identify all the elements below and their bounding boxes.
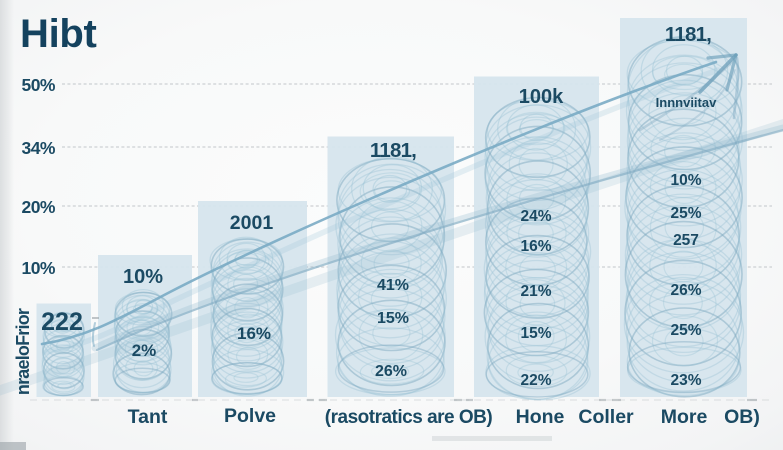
svg-text:100k: 100k xyxy=(519,86,564,108)
svg-text:26%: 26% xyxy=(375,363,407,380)
svg-text:15%: 15% xyxy=(520,325,551,342)
svg-text:10%: 10% xyxy=(21,258,55,278)
svg-text:nraeloFrior: nraeloFrior xyxy=(13,308,33,395)
svg-text:41%: 41% xyxy=(377,277,409,294)
svg-text:23%: 23% xyxy=(670,372,701,389)
svg-text:16%: 16% xyxy=(237,324,271,343)
svg-text:21%: 21% xyxy=(520,283,551,300)
svg-text:2001: 2001 xyxy=(230,212,274,234)
svg-text:2%: 2% xyxy=(132,341,157,360)
svg-text:(rasotratics are OB): (rasotratics are OB) xyxy=(325,407,493,428)
svg-text:Polve: Polve xyxy=(224,405,276,427)
svg-text:25%: 25% xyxy=(670,322,701,339)
svg-text:Coller: Coller xyxy=(578,406,634,428)
svg-text:OB): OB) xyxy=(724,406,760,428)
svg-text:Tant: Tant xyxy=(128,406,168,428)
svg-text:50%: 50% xyxy=(21,75,55,95)
svg-text:24%: 24% xyxy=(520,208,551,225)
svg-text:10%: 10% xyxy=(123,266,163,288)
svg-text:15%: 15% xyxy=(377,310,409,327)
svg-text:Innnviitav: Innnviitav xyxy=(656,95,717,110)
svg-text:26%: 26% xyxy=(670,282,701,299)
svg-text:16%: 16% xyxy=(520,238,551,255)
svg-text:1181,: 1181, xyxy=(665,23,711,46)
svg-text:20%: 20% xyxy=(21,197,55,217)
svg-text:34%: 34% xyxy=(21,138,55,158)
svg-text:25%: 25% xyxy=(670,205,701,222)
svg-text:257: 257 xyxy=(673,232,699,249)
svg-text:More: More xyxy=(661,406,708,428)
svg-text:222: 222 xyxy=(41,308,83,336)
svg-text:Hone: Hone xyxy=(516,406,565,428)
svg-text:Hibt: Hibt xyxy=(20,12,97,56)
svg-text:10%: 10% xyxy=(670,172,701,189)
svg-text:1181,: 1181, xyxy=(370,139,416,162)
svg-text:22%: 22% xyxy=(520,372,551,389)
